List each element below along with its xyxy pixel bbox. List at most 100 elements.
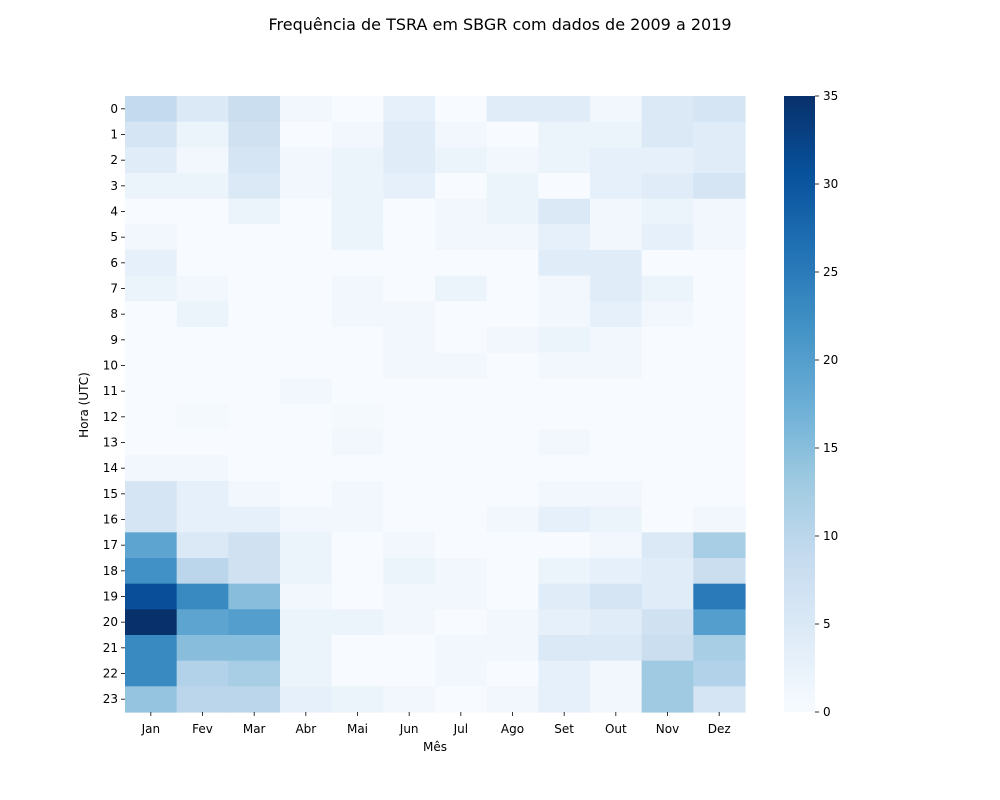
heatmap-cell <box>383 378 436 405</box>
heatmap-cell <box>125 275 178 302</box>
y-tick-label: 16 <box>103 513 118 527</box>
heatmap-cell <box>538 532 591 559</box>
heatmap-cell <box>280 121 333 148</box>
heatmap-cell <box>435 481 488 508</box>
colorbar-tick-label: 25 <box>823 265 838 279</box>
heatmap-cell <box>590 404 643 431</box>
heatmap-cell <box>125 224 178 251</box>
heatmap-cell <box>228 532 281 559</box>
heatmap-cell <box>486 224 539 251</box>
heatmap-cell <box>435 96 488 123</box>
heatmap-cell <box>228 404 281 431</box>
heatmap-cell <box>383 609 436 636</box>
heatmap-cell <box>435 327 488 354</box>
x-tick-label: Set <box>554 722 574 736</box>
heatmap-cells <box>125 96 746 713</box>
heatmap-cell <box>228 301 281 328</box>
heatmap-cell <box>590 275 643 302</box>
heatmap-cell <box>228 96 281 123</box>
heatmap-cell <box>693 583 746 610</box>
heatmap-cell <box>228 275 281 302</box>
heatmap-cell <box>280 147 333 174</box>
heatmap-cell <box>228 121 281 148</box>
heatmap-cell <box>331 147 384 174</box>
heatmap-cell <box>486 686 539 713</box>
x-tick-label: Jul <box>453 722 468 736</box>
heatmap-cell <box>331 481 384 508</box>
heatmap-cell <box>641 301 694 328</box>
heatmap-cell <box>486 173 539 200</box>
heatmap-cell <box>383 558 436 585</box>
y-tick-label: 0 <box>110 102 118 116</box>
heatmap-cell <box>693 609 746 636</box>
heatmap-cell <box>486 558 539 585</box>
heatmap-cell <box>693 660 746 687</box>
heatmap-cell <box>435 378 488 405</box>
heatmap-cell <box>486 198 539 225</box>
heatmap-cell <box>228 635 281 662</box>
heatmap-cell <box>331 173 384 200</box>
heatmap-cell <box>228 173 281 200</box>
heatmap-cell <box>590 327 643 354</box>
x-tick-label: Out <box>605 722 627 736</box>
x-tick-labels: Jan Fev Mar Abr Mai Jun Jul Ago Set Out Nov Dez <box>141 712 731 736</box>
y-tick-label: 2 <box>110 153 118 167</box>
y-tick-label: 1 <box>110 128 118 142</box>
heatmap-cell <box>693 506 746 533</box>
heatmap-cell <box>383 532 436 559</box>
heatmap-cell <box>486 429 539 456</box>
heatmap-cell <box>486 583 539 610</box>
heatmap-cell <box>641 250 694 277</box>
heatmap-cell <box>538 275 591 302</box>
heatmap-cell <box>228 352 281 379</box>
y-tick-label: 8 <box>110 307 118 321</box>
heatmap-cell <box>641 660 694 687</box>
heatmap-cell <box>176 96 229 123</box>
heatmap-cell <box>590 609 643 636</box>
heatmap-cell <box>383 275 436 302</box>
heatmap-cell <box>280 224 333 251</box>
heatmap-cell <box>435 301 488 328</box>
heatmap-cell <box>538 506 591 533</box>
heatmap-cell <box>590 301 643 328</box>
heatmap-cell <box>331 301 384 328</box>
heatmap-cell <box>641 173 694 200</box>
y-tick-label: 7 <box>110 282 118 296</box>
heatmap-cell <box>538 558 591 585</box>
heatmap-cell <box>486 481 539 508</box>
heatmap-cell <box>641 96 694 123</box>
heatmap-cell <box>228 327 281 354</box>
heatmap-cell <box>486 532 539 559</box>
heatmap-cell <box>176 352 229 379</box>
heatmap-cell <box>125 429 178 456</box>
heatmap-cell <box>590 481 643 508</box>
heatmap-cell <box>538 96 591 123</box>
heatmap-cell <box>280 660 333 687</box>
heatmap-cell <box>280 173 333 200</box>
heatmap-cell <box>538 583 591 610</box>
heatmap-cell <box>486 609 539 636</box>
heatmap-cell <box>176 198 229 225</box>
heatmap-cell <box>280 96 333 123</box>
colorbar-tick-label: 5 <box>823 617 831 631</box>
heatmap-cell <box>331 121 384 148</box>
heatmap-cell <box>538 635 591 662</box>
heatmap-cell <box>280 301 333 328</box>
heatmap-cell <box>693 352 746 379</box>
y-tick-label: 11 <box>103 384 118 398</box>
heatmap-cell <box>435 532 488 559</box>
heatmap-cell <box>538 455 591 482</box>
heatmap-cell <box>486 455 539 482</box>
heatmap-cell <box>280 686 333 713</box>
y-tick-label: 9 <box>110 333 118 347</box>
heatmap-cell <box>693 686 746 713</box>
heatmap-cell <box>538 327 591 354</box>
heatmap-cell <box>125 301 178 328</box>
y-tick-label: 14 <box>103 461 118 475</box>
heatmap-cell <box>435 506 488 533</box>
heatmap-cell <box>280 198 333 225</box>
heatmap-cell <box>331 404 384 431</box>
heatmap-cell <box>176 532 229 559</box>
heatmap-cell <box>641 224 694 251</box>
heatmap-cell <box>176 686 229 713</box>
